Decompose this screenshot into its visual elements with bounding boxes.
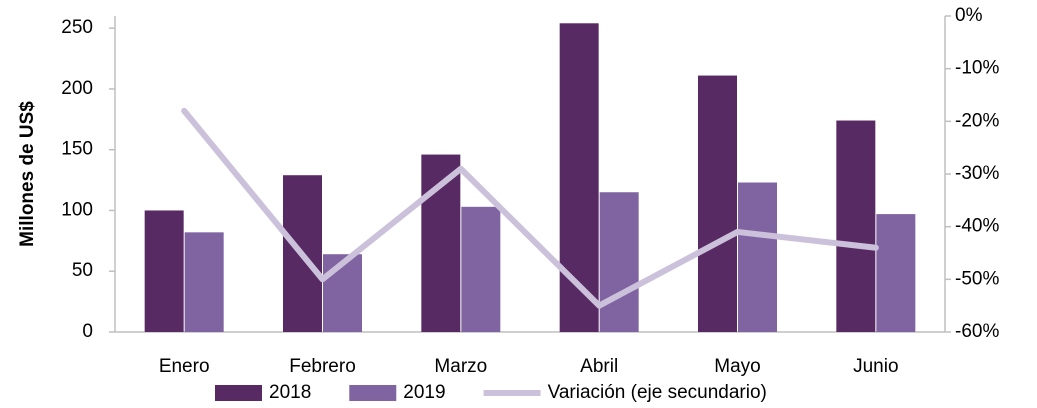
x-tick-label: Mayo: [714, 356, 760, 377]
x-tick-label: Junio: [853, 356, 898, 377]
y2-tick-label: -40%: [955, 216, 999, 237]
y-tick-label: 100: [61, 199, 93, 220]
x-tick-label: Abril: [580, 356, 618, 377]
y2-tick-label: -50%: [955, 268, 999, 289]
line: [181, 107, 879, 309]
legend-label: 2018: [269, 382, 311, 403]
y2-tick-label: -20%: [955, 110, 999, 131]
x-tick-label: Enero: [159, 356, 210, 377]
y2-tick-label: -10%: [955, 58, 999, 79]
bar: [836, 120, 876, 333]
bar: [559, 23, 599, 333]
x-tick-label: Marzo: [434, 356, 487, 377]
bar: [698, 75, 737, 333]
y-tick-label: 200: [61, 78, 93, 99]
y2-tick-label: -60%: [955, 321, 999, 342]
bar: [184, 232, 224, 332]
bar: [876, 214, 916, 332]
bar: [461, 206, 501, 332]
y2-tick-label: 0%: [955, 5, 983, 26]
bar: [738, 182, 777, 332]
y-tick-label: 150: [61, 139, 93, 160]
y2-tick-label: -30%: [955, 163, 999, 184]
bar: [144, 210, 184, 332]
y-axis-label: Millones de US$: [17, 101, 38, 247]
y-tick-label: 50: [72, 260, 93, 281]
legend-label: 2019: [403, 382, 445, 403]
legend-swatch: [349, 385, 397, 401]
y-tick-label: 0: [82, 321, 93, 342]
y-tick-label: 250: [61, 17, 93, 38]
bar: [599, 192, 639, 332]
legend-label: Variación (eje secundario): [548, 382, 767, 403]
x-tick-label: Febrero: [289, 356, 356, 377]
legend-swatch: [215, 385, 262, 401]
